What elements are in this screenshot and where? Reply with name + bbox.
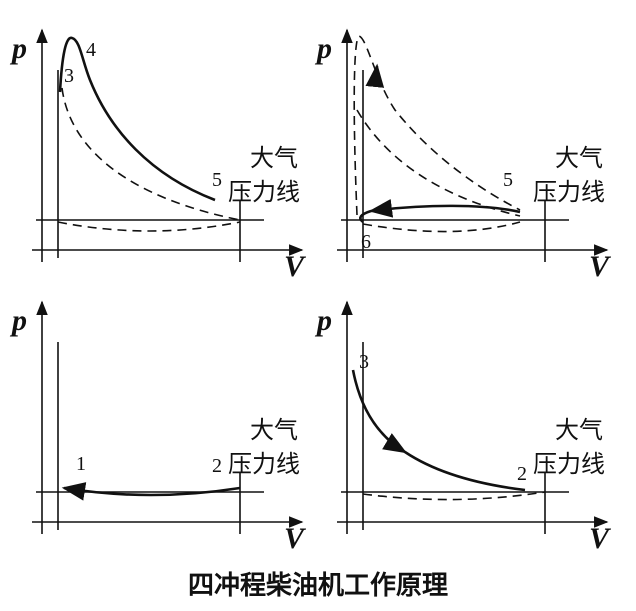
axis-label-p: p (9, 304, 27, 337)
process-curve (61, 482, 241, 501)
state-point: 3 (64, 65, 74, 87)
atmosphere-label: 压力线 (228, 178, 300, 206)
process-curve (359, 209, 372, 224)
atmosphere-label: 压力线 (533, 450, 605, 478)
atmosphere-label: 大气 (555, 416, 603, 444)
process-curve (58, 36, 216, 202)
atmosphere-label: 压力线 (228, 450, 300, 478)
state-point: 5 (503, 169, 513, 191)
process-curve (368, 199, 521, 218)
atmosphere-label: 大气 (555, 144, 603, 172)
process-curve (353, 35, 521, 216)
state-point: 5 (212, 169, 222, 191)
state-point: 6 (361, 231, 371, 253)
atmosphere-label: 大气 (250, 416, 298, 444)
axis-label-v: V (589, 250, 612, 283)
state-point: 3 (359, 351, 369, 373)
state-point: 4 (86, 39, 96, 61)
state-point: 2 (517, 463, 527, 485)
state-point: 2 (212, 455, 222, 477)
axis-label-p: p (9, 32, 27, 65)
axis-label-v: V (589, 522, 612, 555)
process-curve (356, 109, 521, 217)
process-curve (365, 63, 385, 88)
atmosphere-label: 压力线 (533, 178, 605, 206)
axis-label-p: p (314, 304, 332, 337)
process-curve (362, 491, 546, 501)
atmosphere-label: 大气 (250, 144, 298, 172)
process-curve (362, 221, 521, 233)
axis-label-v: V (284, 250, 307, 283)
process-curve (404, 450, 526, 492)
process-curve (61, 87, 241, 221)
process-curve (57, 221, 241, 232)
axis-label-p: p (314, 32, 332, 65)
axis-label-v: V (284, 522, 307, 555)
state-point: 1 (76, 453, 86, 475)
process-curve (351, 369, 408, 454)
caption: 四冲程柴油机工作原理 (188, 571, 448, 601)
